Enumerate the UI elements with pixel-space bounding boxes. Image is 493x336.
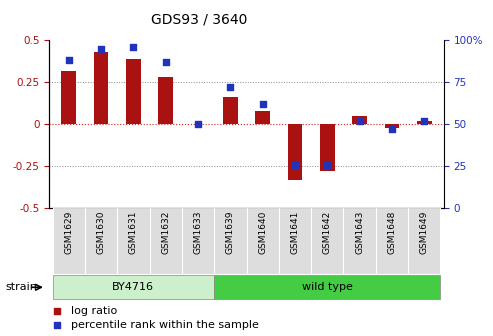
Bar bbox=[288, 124, 302, 180]
Text: GSM1630: GSM1630 bbox=[97, 210, 106, 254]
Bar bbox=[344, 208, 376, 274]
Bar bbox=[376, 208, 408, 274]
Text: wild type: wild type bbox=[302, 282, 353, 292]
Bar bbox=[158, 77, 173, 124]
Point bbox=[65, 58, 72, 63]
Text: percentile rank within the sample: percentile rank within the sample bbox=[71, 320, 259, 330]
Text: GSM1643: GSM1643 bbox=[355, 210, 364, 254]
Bar bbox=[62, 71, 76, 124]
Bar bbox=[94, 52, 108, 124]
Point bbox=[53, 308, 61, 313]
Point bbox=[226, 85, 234, 90]
Point bbox=[53, 323, 61, 328]
Bar bbox=[320, 124, 335, 171]
Bar bbox=[223, 97, 238, 124]
Bar bbox=[53, 208, 85, 274]
Text: GSM1633: GSM1633 bbox=[194, 210, 203, 254]
Bar bbox=[279, 208, 311, 274]
Bar bbox=[352, 116, 367, 124]
Text: GSM1632: GSM1632 bbox=[161, 210, 170, 254]
Bar bbox=[53, 275, 214, 299]
Bar bbox=[117, 208, 149, 274]
Text: BY4716: BY4716 bbox=[112, 282, 154, 292]
Point bbox=[259, 101, 267, 107]
Text: strain: strain bbox=[5, 282, 37, 292]
Bar bbox=[246, 208, 279, 274]
Point bbox=[291, 162, 299, 167]
Bar bbox=[149, 208, 182, 274]
Bar bbox=[126, 59, 141, 124]
Text: GSM1631: GSM1631 bbox=[129, 210, 138, 254]
Text: GDS93 / 3640: GDS93 / 3640 bbox=[151, 13, 247, 27]
Point bbox=[356, 118, 364, 124]
Point bbox=[129, 44, 137, 50]
Text: GSM1639: GSM1639 bbox=[226, 210, 235, 254]
Point bbox=[421, 118, 428, 124]
Point bbox=[194, 122, 202, 127]
Text: GSM1640: GSM1640 bbox=[258, 210, 267, 254]
Point bbox=[323, 162, 331, 167]
Bar bbox=[182, 208, 214, 274]
Point bbox=[388, 127, 396, 132]
Bar bbox=[85, 208, 117, 274]
Text: GSM1649: GSM1649 bbox=[420, 210, 429, 254]
Point bbox=[97, 46, 105, 51]
Bar bbox=[255, 111, 270, 124]
Text: log ratio: log ratio bbox=[71, 306, 117, 316]
Bar bbox=[408, 208, 440, 274]
Text: GSM1629: GSM1629 bbox=[64, 210, 73, 254]
Text: GSM1641: GSM1641 bbox=[290, 210, 299, 254]
Bar bbox=[417, 121, 431, 124]
Bar bbox=[311, 208, 344, 274]
Text: GSM1642: GSM1642 bbox=[323, 210, 332, 254]
Bar bbox=[214, 275, 440, 299]
Bar bbox=[214, 208, 246, 274]
Text: GSM1648: GSM1648 bbox=[387, 210, 396, 254]
Bar bbox=[385, 124, 399, 128]
Point bbox=[162, 59, 170, 65]
